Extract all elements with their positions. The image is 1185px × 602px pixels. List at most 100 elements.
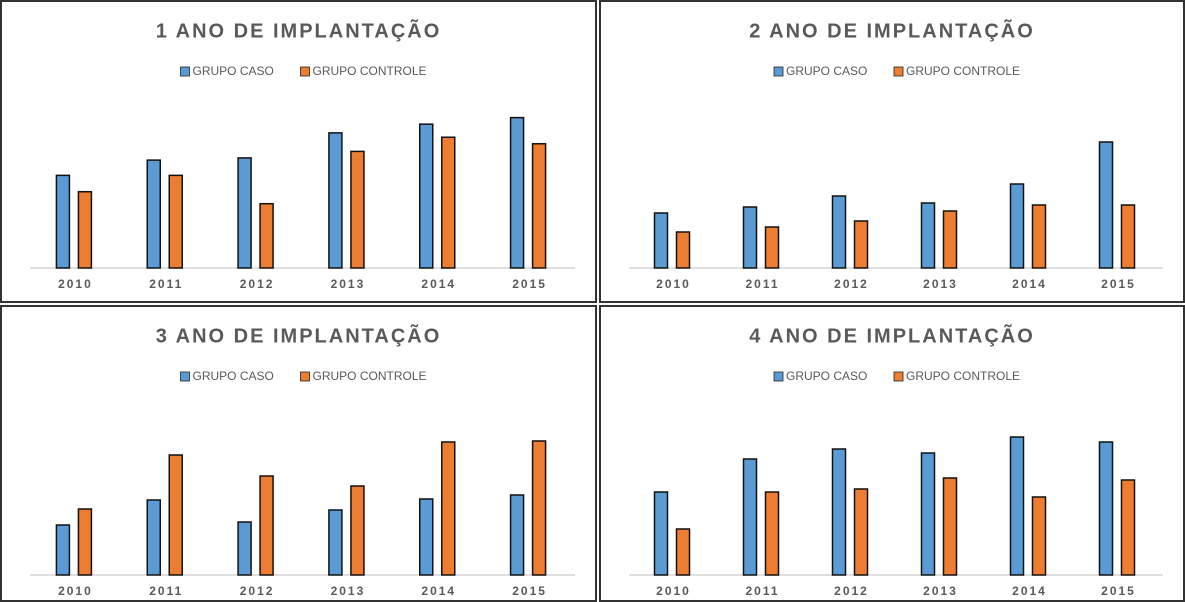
x-tick-label: 2011 bbox=[745, 584, 779, 598]
x-tick-label: 2012 bbox=[834, 277, 869, 291]
panel-border bbox=[599, 305, 1185, 602]
bar bbox=[1120, 479, 1136, 576]
chart: 3 ANO DE IMPLANTAÇÃO GRUPO CASO GRUPO CONT… bbox=[0, 305, 597, 602]
chart: 1 ANO DE IMPLANTAÇÃO GRUPO CASO GRUPO CONT… bbox=[0, 0, 597, 303]
bar bbox=[509, 116, 525, 269]
bar bbox=[509, 494, 525, 576]
bar bbox=[920, 202, 936, 269]
x-tick-label: 2014 bbox=[1012, 277, 1047, 291]
x-tick-label: 2015 bbox=[1101, 584, 1136, 598]
bar bbox=[237, 157, 252, 269]
bar bbox=[441, 441, 456, 576]
x-tick-label: 2015 bbox=[512, 277, 547, 291]
legend-label: GRUPO CONTROLE bbox=[313, 369, 427, 383]
bar bbox=[1031, 496, 1047, 576]
bar bbox=[55, 524, 71, 576]
chart-title: 3 ANO DE IMPLANTAÇÃO bbox=[156, 324, 442, 347]
bar bbox=[146, 499, 161, 576]
bar bbox=[419, 498, 434, 576]
chart: 4 ANO DE IMPLANTAÇÃO GRUPO CASO GRUPO CONT… bbox=[599, 305, 1185, 602]
bar bbox=[146, 159, 161, 269]
legend-swatch bbox=[300, 66, 310, 77]
bar bbox=[653, 212, 669, 269]
x-tick-label: 2010 bbox=[58, 277, 93, 291]
bar bbox=[831, 448, 847, 576]
legend-label: GRUPO CASO bbox=[786, 64, 867, 78]
x-tick-label: 2010 bbox=[58, 584, 93, 598]
x-tick-label: 2012 bbox=[240, 584, 275, 598]
bar bbox=[942, 210, 958, 269]
legend-label: GRUPO CASO bbox=[786, 369, 867, 383]
bar bbox=[350, 150, 365, 269]
legend-label: GRUPO CONTROLE bbox=[906, 64, 1020, 78]
x-tick-label: 2014 bbox=[1012, 584, 1047, 598]
legend-label: GRUPO CASO bbox=[193, 64, 274, 78]
bar bbox=[237, 521, 252, 576]
bar bbox=[168, 174, 183, 269]
x-tick-label: 2014 bbox=[421, 584, 456, 598]
bar bbox=[764, 491, 780, 576]
bar bbox=[350, 485, 365, 576]
x-tick-label: 2013 bbox=[331, 277, 366, 291]
bar bbox=[1031, 204, 1047, 269]
x-tick-label: 2015 bbox=[512, 584, 547, 598]
bar bbox=[77, 508, 93, 576]
x-tick-label: 2013 bbox=[923, 277, 958, 291]
legend-swatch bbox=[893, 66, 904, 77]
bar bbox=[942, 477, 958, 576]
x-tick-label: 2012 bbox=[834, 584, 869, 598]
legend-swatch bbox=[300, 371, 310, 382]
x-tick-label: 2012 bbox=[240, 277, 275, 291]
x-tick-label: 2011 bbox=[149, 584, 183, 598]
bar bbox=[77, 190, 93, 269]
bar bbox=[441, 136, 456, 269]
legend-label: GRUPO CASO bbox=[193, 369, 274, 383]
bar bbox=[419, 123, 434, 269]
legend-swatch bbox=[773, 371, 784, 382]
legend-label: GRUPO CONTROLE bbox=[906, 369, 1020, 383]
bar bbox=[1009, 183, 1025, 269]
bar bbox=[853, 220, 869, 269]
bar bbox=[653, 491, 669, 576]
legend-swatch bbox=[180, 66, 190, 77]
x-tick-label: 2011 bbox=[745, 277, 779, 291]
legend-swatch bbox=[180, 371, 190, 382]
bar bbox=[831, 195, 847, 269]
bar bbox=[764, 226, 780, 269]
bar bbox=[675, 231, 691, 269]
x-tick-label: 2013 bbox=[331, 584, 366, 598]
bar bbox=[168, 454, 183, 576]
legend-label: GRUPO CONTROLE bbox=[313, 64, 427, 78]
chart-title: 2 ANO DE IMPLANTAÇÃO bbox=[749, 19, 1035, 42]
bar bbox=[742, 206, 758, 269]
bar bbox=[328, 509, 343, 576]
bar bbox=[531, 440, 547, 576]
panel-border bbox=[599, 0, 1185, 303]
x-tick-label: 2010 bbox=[656, 277, 691, 291]
bar bbox=[259, 202, 274, 269]
chart: 2 ANO DE IMPLANTAÇÃO GRUPO CASO GRUPO CONT… bbox=[599, 0, 1185, 303]
legend-swatch bbox=[893, 371, 904, 382]
bar bbox=[853, 488, 869, 576]
bar bbox=[742, 458, 758, 576]
x-tick-label: 2011 bbox=[149, 277, 183, 291]
bar bbox=[1009, 436, 1025, 576]
bar bbox=[920, 452, 936, 576]
bar bbox=[1098, 441, 1114, 576]
x-tick-label: 2010 bbox=[656, 584, 691, 598]
panel-border bbox=[0, 0, 597, 303]
bar bbox=[531, 143, 547, 269]
legend-swatch bbox=[773, 66, 784, 77]
panel-border bbox=[0, 305, 597, 602]
x-tick-label: 2014 bbox=[421, 277, 456, 291]
x-tick-label: 2015 bbox=[1101, 277, 1136, 291]
chart-title: 4 ANO DE IMPLANTAÇÃO bbox=[749, 324, 1035, 347]
bar bbox=[1120, 204, 1136, 269]
bar bbox=[259, 475, 274, 576]
bar bbox=[675, 528, 691, 576]
bar bbox=[328, 132, 343, 269]
bar bbox=[55, 174, 71, 269]
x-tick-label: 2013 bbox=[923, 584, 958, 598]
chart-title: 1 ANO DE IMPLANTAÇÃO bbox=[156, 19, 442, 42]
